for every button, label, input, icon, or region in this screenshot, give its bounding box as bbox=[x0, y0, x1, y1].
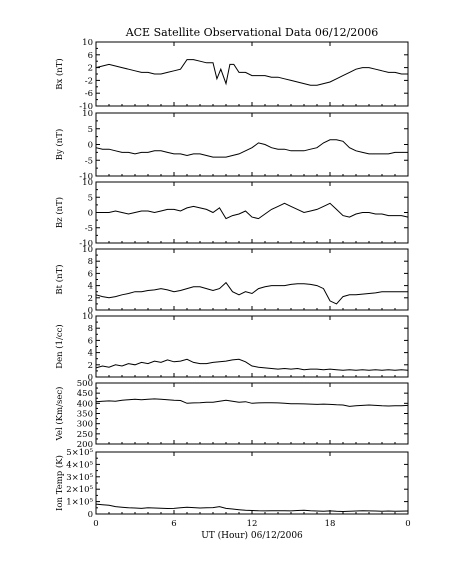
ytick-label-bt-5: 0 bbox=[88, 306, 93, 316]
ytick-label-temp-0: 0 bbox=[88, 510, 93, 520]
ytick-label-by-4: -10 bbox=[79, 172, 93, 182]
ytick-label-bt-4: 2 bbox=[88, 294, 93, 304]
panel-frame-bt bbox=[95, 248, 409, 311]
series-line-bt-0 bbox=[95, 281, 408, 305]
ytick-label-bz-0: 10 bbox=[82, 178, 93, 188]
ytick-label-vel-3: 350 bbox=[77, 410, 93, 420]
ylabel-bz: Bz (nT) bbox=[54, 197, 65, 228]
ytick-label-temp-3: 3×10⁵ bbox=[66, 473, 93, 483]
series-line-temp-0 bbox=[95, 503, 409, 513]
ytick-label-bz-1: 5 bbox=[88, 193, 93, 203]
ytick-label-bz-4: -10 bbox=[79, 239, 93, 249]
ytick-label-bx-1: 6 bbox=[88, 51, 93, 61]
panel-frame-den bbox=[95, 315, 409, 378]
ytick-label-den-2: 6 bbox=[88, 336, 93, 346]
series-line-vel-0 bbox=[95, 398, 409, 407]
xtick-label-1: 6 bbox=[171, 519, 176, 529]
ytick-label-bt-0: 10 bbox=[82, 245, 93, 255]
ytick-label-bx-5: -10 bbox=[79, 102, 93, 112]
ytick-label-den-4: 2 bbox=[88, 361, 93, 371]
ytick-label-bt-3: 4 bbox=[88, 282, 93, 292]
ytick-label-bt-2: 6 bbox=[88, 269, 93, 279]
series-line-den-0 bbox=[95, 358, 409, 371]
ylabel-den: Den (1/cc) bbox=[54, 324, 65, 368]
ytick-label-den-1: 8 bbox=[88, 324, 93, 334]
panel-frame-temp bbox=[95, 451, 409, 515]
series-line-bx-0 bbox=[95, 59, 408, 86]
ylabel-by: By (nT) bbox=[54, 129, 65, 161]
ytick-label-temp-5: 5×10⁵ bbox=[66, 448, 93, 458]
ytick-label-vel-0: 500 bbox=[77, 379, 93, 389]
x-axis-label: UT (Hour) 06/12/2006 bbox=[201, 530, 303, 541]
ytick-label-temp-4: 4×10⁵ bbox=[66, 460, 93, 470]
ylabel-vel: Vel (Km/sec) bbox=[54, 387, 65, 442]
ytick-label-bt-1: 8 bbox=[88, 257, 93, 267]
panel-frame-by bbox=[95, 112, 409, 177]
series-line-by-0 bbox=[95, 139, 408, 158]
ytick-label-den-5: 0 bbox=[88, 373, 93, 383]
xtick-label-0: 0 bbox=[93, 519, 98, 529]
ytick-label-by-1: 5 bbox=[88, 125, 93, 135]
ytick-label-vel-4: 300 bbox=[77, 420, 93, 430]
ytick-label-den-0: 10 bbox=[82, 312, 93, 322]
chart-title: ACE Satellite Observational Data 06/12/2… bbox=[125, 26, 379, 39]
ytick-label-temp-2: 2×10⁵ bbox=[66, 485, 93, 495]
ytick-label-den-3: 4 bbox=[88, 349, 93, 359]
ytick-label-vel-5: 250 bbox=[77, 430, 93, 440]
ytick-label-by-2: 0 bbox=[88, 141, 93, 151]
ytick-label-bx-0: 10 bbox=[82, 38, 93, 48]
ytick-label-bx-2: 2 bbox=[88, 64, 93, 74]
ytick-label-by-3: -5 bbox=[85, 156, 93, 166]
ytick-label-temp-1: 1×10⁵ bbox=[66, 498, 93, 508]
ylabel-temp: Ion Temp (K) bbox=[54, 455, 65, 511]
ytick-label-bz-2: 0 bbox=[88, 209, 93, 219]
panel-frame-vel bbox=[95, 382, 409, 445]
ytick-label-bz-3: -5 bbox=[85, 224, 93, 234]
panel-frame-bx bbox=[95, 41, 409, 107]
series-line-bz-0 bbox=[96, 202, 409, 220]
xtick-label-3: 18 bbox=[325, 519, 336, 529]
ytick-label-by-0: 10 bbox=[82, 109, 93, 119]
ytick-label-vel-2: 400 bbox=[77, 399, 93, 409]
ylabel-bt: Bt (nT) bbox=[54, 264, 65, 294]
ytick-label-vel-1: 450 bbox=[77, 389, 93, 399]
xtick-label-2: 12 bbox=[247, 519, 258, 529]
ytick-label-bx-4: -6 bbox=[85, 89, 93, 99]
ytick-label-vel-6: 200 bbox=[77, 440, 93, 450]
ylabel-bx: Bx (nT) bbox=[54, 58, 65, 90]
xtick-label-4: 0 bbox=[405, 519, 410, 529]
ytick-label-bx-3: -2 bbox=[85, 76, 93, 86]
